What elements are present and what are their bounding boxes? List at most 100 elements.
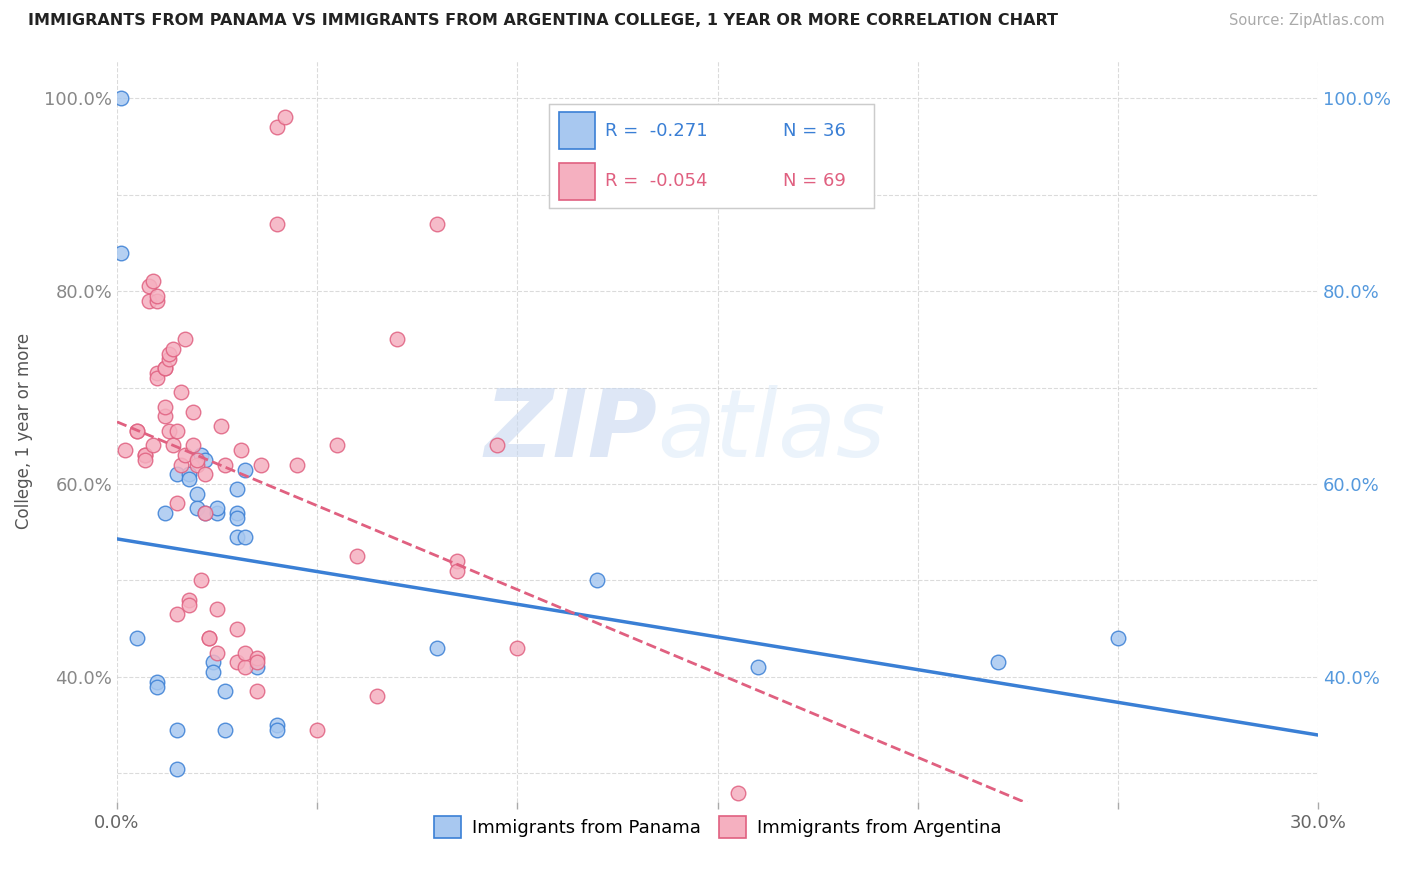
Point [285,458,308,472]
Point [110,91,132,105]
Point [266,217,288,231]
Point [110,245,132,260]
Point [177,592,200,607]
Point [266,120,288,135]
Point [233,462,256,476]
Point [166,467,188,482]
Point [326,438,349,452]
Point [114,443,136,458]
Point [233,646,256,660]
Point [226,656,249,670]
Point [307,723,329,737]
Point [146,289,169,303]
Point [174,448,197,462]
Point [205,646,228,660]
Point [727,786,749,800]
Point [153,361,176,376]
Point [186,458,208,472]
Point [166,723,188,737]
Point [1107,632,1129,646]
Point [250,458,273,472]
Point [177,472,200,486]
Point [162,342,184,356]
Point [125,424,148,438]
Point [426,640,449,655]
Point [586,574,609,588]
Point [366,689,388,703]
Point [146,371,169,385]
Point [157,347,180,361]
Point [274,111,297,125]
Point [446,554,468,568]
Point [146,366,169,380]
Point [387,332,409,346]
Point [246,684,269,698]
Point [181,404,204,418]
Point [226,482,249,496]
Point [134,453,156,467]
Point [506,640,529,655]
Point [446,564,468,578]
Point [177,467,200,482]
Point [266,718,288,732]
Point [146,674,169,689]
Point [153,409,176,424]
Point [194,506,217,520]
Point [202,656,225,670]
Point [747,660,769,674]
Point [194,453,217,467]
Point [214,723,236,737]
Point [125,424,148,438]
Point [198,632,221,646]
Point [198,632,221,646]
Point [226,506,249,520]
Point [226,510,249,524]
Point [162,438,184,452]
Point [186,501,208,516]
Point [346,549,368,564]
Point [190,574,212,588]
Point [125,632,148,646]
Point [142,275,165,289]
Point [138,279,160,293]
Point [233,530,256,544]
Point [205,506,228,520]
Point [146,680,169,694]
Text: atlas: atlas [658,385,886,476]
Point [226,622,249,636]
Point [170,385,193,400]
Point [202,665,225,679]
Point [229,443,252,458]
Point [190,448,212,462]
Point [186,486,208,500]
Point [486,438,509,452]
Point [214,684,236,698]
Point [246,650,269,665]
Point [209,419,232,434]
Point [226,530,249,544]
Point [146,293,169,308]
Point [153,361,176,376]
Point [233,660,256,674]
Point [205,602,228,616]
Point [142,438,165,452]
Point [987,656,1010,670]
Point [426,217,449,231]
Point [177,598,200,612]
Point [134,448,156,462]
Point [166,607,188,622]
Point [166,496,188,510]
Point [170,458,193,472]
Point [157,424,180,438]
Point [134,448,156,462]
Point [166,762,188,776]
Point [166,424,188,438]
Text: IMMIGRANTS FROM PANAMA VS IMMIGRANTS FROM ARGENTINA COLLEGE, 1 YEAR OR MORE CORR: IMMIGRANTS FROM PANAMA VS IMMIGRANTS FRO… [28,13,1059,29]
Point [157,351,180,366]
Point [205,501,228,516]
Point [214,458,236,472]
Legend: Immigrants from Panama, Immigrants from Argentina: Immigrants from Panama, Immigrants from … [426,809,1008,846]
Point [194,467,217,482]
Y-axis label: College, 1 year or more: College, 1 year or more [15,333,32,529]
Point [153,506,176,520]
